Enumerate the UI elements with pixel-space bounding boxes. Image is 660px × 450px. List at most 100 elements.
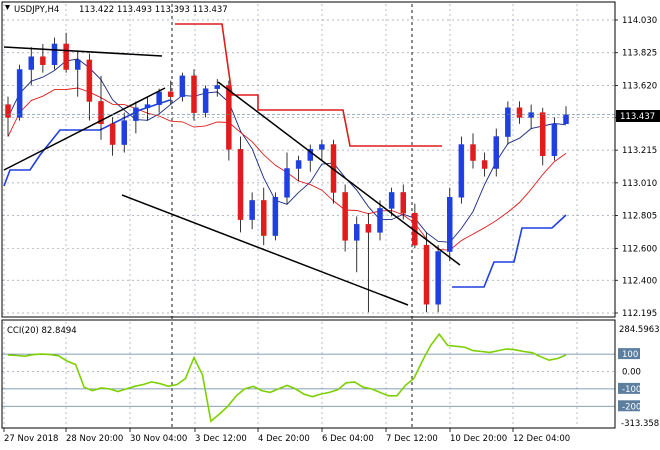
- time-axis: 27 Nov 2018 28 Nov 20:00 30 Nov 04:00 3 Dec…: [3, 428, 570, 444]
- current-price-tag: 113.437: [616, 110, 660, 122]
- price-tick-label: 113.825: [622, 49, 657, 59]
- candle: [272, 192, 279, 241]
- candle: [354, 216, 360, 273]
- cci-level-label: 100: [622, 350, 638, 360]
- candle: [63, 32, 69, 73]
- cci-axis: 284.5963 -313.3587 100 0.00 -100 -200: [618, 325, 660, 429]
- candle: [295, 155, 302, 182]
- cci-label: CCI(20) 82.8494: [7, 326, 77, 336]
- candle: [470, 133, 476, 169]
- candle: [237, 136, 244, 233]
- trendline[interactable]: [3, 46, 163, 57]
- candle: [447, 187, 453, 262]
- cci-level-label: -200: [622, 402, 641, 412]
- price-tick-label: 113.010: [622, 179, 657, 189]
- cci-line: [7, 332, 567, 423]
- candle: [551, 117, 558, 161]
- price-tick-label: 112.805: [622, 212, 657, 222]
- cci-level-label: -100: [622, 385, 641, 395]
- price-tick-label: 113.215: [622, 146, 657, 156]
- candle: [75, 50, 81, 97]
- candle: [284, 152, 290, 204]
- candle: [51, 37, 58, 70]
- time-tick-label: 7 Dec 12:00: [386, 434, 438, 444]
- ohlc-values: 113.422 113.493 113.393 113.437: [79, 5, 228, 15]
- trendlines[interactable]: [2, 46, 615, 306]
- cci-top-label: 284.5963: [619, 325, 660, 335]
- cci-level-label: 0.00: [622, 367, 641, 377]
- candle: [179, 72, 186, 102]
- candle: [388, 187, 395, 217]
- candle: [481, 152, 488, 177]
- trendline[interactable]: [121, 194, 409, 306]
- time-tick-label: 6 Dec 04:00: [322, 434, 374, 444]
- price-tick-label: 114.030: [622, 16, 657, 26]
- price-tick-label: 112.195: [622, 309, 657, 319]
- price-tick-label: 112.400: [622, 276, 657, 286]
- candle: [458, 136, 465, 204]
- candle: [400, 184, 406, 220]
- current-price-value: 113.437: [620, 112, 655, 122]
- candle: [156, 88, 162, 113]
- trendline[interactable]: [217, 81, 461, 266]
- trendline[interactable]: [3, 87, 166, 171]
- candle: [86, 53, 93, 121]
- support-step-line: [3, 99, 171, 187]
- candle: [261, 187, 267, 246]
- price-grid: [2, 4, 615, 428]
- candle: [16, 64, 23, 121]
- candle: [493, 128, 499, 177]
- time-tick-label: 10 Dec 20:00: [450, 434, 507, 444]
- cci-bottom-label: -313.3587: [621, 419, 660, 429]
- price-tick-label: 113.620: [622, 81, 657, 91]
- symbol-label: USDJPY,H4: [14, 5, 59, 15]
- candle: [214, 79, 220, 97]
- candle: [40, 43, 46, 73]
- resistance-step-line: [175, 23, 442, 147]
- candle: [249, 192, 255, 230]
- time-tick-label: 27 Nov 2018: [4, 434, 58, 444]
- candle: [330, 139, 337, 204]
- price-pane-frame: [1, 1, 616, 318]
- cci-series: [7, 332, 567, 423]
- candle: [121, 112, 127, 153]
- candle: [191, 69, 197, 121]
- candle: [5, 96, 11, 137]
- symbol-header: USDJPY,H4 113.422 113.493 113.393 113.43…: [5, 5, 228, 15]
- candle: [377, 200, 383, 241]
- candle: [168, 80, 174, 105]
- candle: [98, 75, 104, 140]
- candle: [144, 96, 151, 121]
- time-tick-label: 30 Nov 04:00: [130, 434, 187, 444]
- time-tick-label: 3 Dec 12:00: [195, 434, 247, 444]
- cci-pane-frame: [1, 319, 616, 429]
- support-step-line: [452, 214, 567, 288]
- candle: [563, 106, 569, 125]
- candle: [109, 117, 116, 156]
- candle: [540, 107, 546, 166]
- candle: [202, 85, 209, 118]
- cci-grid: [2, 322, 615, 426]
- price-tick-label: 112.600: [622, 244, 657, 254]
- time-tick-label: 12 Dec 04:00: [513, 434, 570, 444]
- candle: [342, 184, 348, 252]
- time-tick-label: 28 Nov 20:00: [66, 434, 123, 444]
- candle: [435, 245, 441, 313]
- candle: [412, 203, 418, 249]
- candle: [28, 47, 34, 86]
- candle: [528, 104, 534, 129]
- candle: [319, 139, 325, 161]
- candle: [423, 232, 430, 313]
- candles: [5, 32, 569, 313]
- candle: [226, 80, 232, 161]
- candle: [307, 144, 313, 172]
- candle: [516, 101, 523, 124]
- candle: [365, 213, 372, 313]
- candle: [133, 101, 139, 134]
- candle: [505, 101, 511, 145]
- price-axis: 114.030113.825113.620113.420113.215113.0…: [615, 16, 657, 319]
- collapse-arrow-icon[interactable]: [5, 5, 10, 10]
- time-tick-label: 4 Dec 20:00: [258, 434, 310, 444]
